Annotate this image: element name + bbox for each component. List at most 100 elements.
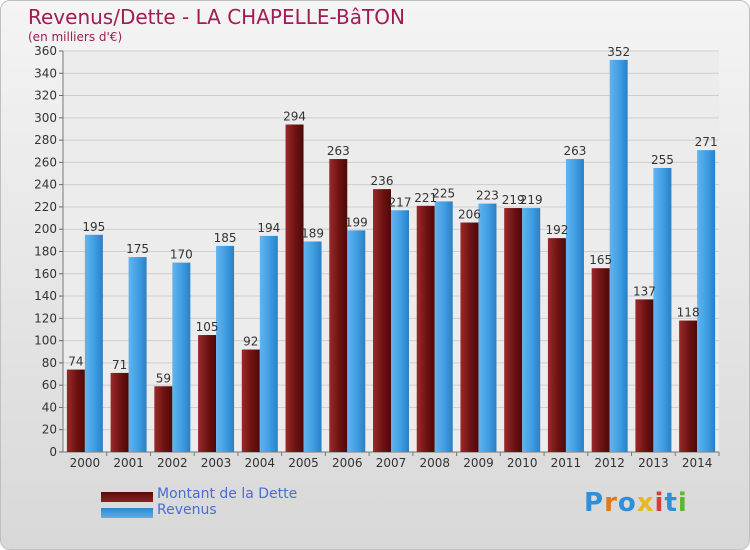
bar-revenue [216,245,235,452]
bar-debt [154,386,173,452]
data-label-revenue: 217 [389,195,412,209]
data-label-debt: 118 [677,306,700,320]
x-tick-label: 2006 [332,456,363,470]
y-tick-label: 100 [34,334,57,348]
x-tick-label: 2012 [594,456,625,470]
logo-letter: r [604,488,618,518]
bar-debt [329,159,348,452]
x-tick-label: 2000 [70,456,101,470]
data-label-revenue: 175 [126,242,149,256]
bar-revenue [259,235,278,452]
x-tick-label: 2011 [551,456,582,470]
bar-revenue [478,203,497,452]
data-label-debt: 236 [371,174,394,188]
data-label-revenue: 170 [170,248,193,262]
x-tick-label: 2004 [245,456,276,470]
data-label-debt: 165 [589,253,612,267]
data-label-revenue: 263 [563,144,586,158]
bar-debt [285,124,304,453]
y-tick-label: 240 [34,178,57,192]
legend-label-debt: Montant de la Dette [157,486,298,502]
data-label-revenue: 195 [82,220,105,234]
data-label-debt: 192 [545,223,568,237]
data-label-revenue: 225 [432,186,455,200]
x-tick-label: 2007 [376,456,407,470]
data-label-debt: 92 [243,335,258,349]
legend-label-revenue: Revenus [157,502,217,518]
data-label-debt: 137 [633,284,656,298]
y-tick-label: 120 [34,311,57,325]
data-label-revenue: 199 [345,215,368,229]
bar-revenue [565,159,584,452]
data-label-debt: 219 [502,193,525,207]
x-tick-label: 2001 [113,456,144,470]
data-label-revenue: 189 [301,226,324,240]
y-tick-label: 340 [34,66,57,80]
data-label-revenue: 223 [476,189,499,203]
data-label-revenue: 271 [695,135,718,149]
bar-revenue [303,241,322,452]
data-label-debt: 263 [327,144,350,158]
chart-title: Revenus/Dette - LA CHAPELLE-BâTON [28,5,405,29]
data-label-debt: 206 [458,208,481,222]
bar-debt [635,299,654,452]
bar-debt [198,335,217,452]
bar-debt [504,208,523,452]
data-label-debt: 71 [112,358,127,372]
y-tick-label: 20 [42,423,57,437]
bars-layer [66,59,716,453]
logo-letter: i [677,488,688,518]
y-tick-label: 80 [42,356,57,370]
x-tick-label: 2014 [682,456,713,470]
y-tick-label: 60 [42,378,57,392]
bar-revenue [522,208,541,452]
bar-revenue [172,262,191,452]
data-label-revenue: 255 [651,153,674,167]
bar-revenue [128,257,147,452]
bar-revenue [391,210,409,452]
logo-letter: t [664,488,678,518]
y-tick-label: 180 [34,245,57,259]
proxiti-logo: Proxiti [584,488,688,518]
x-tick-label: 2009 [463,456,494,470]
bar-revenue [434,201,453,452]
data-label-debt: 294 [283,110,306,124]
labels-layer: 0 20 40 60 80 100 120 140 160 180 200 220 240 260 280 3… [34,44,717,470]
bar-debt [373,189,391,452]
data-label-revenue: 194 [257,221,280,235]
bar-debt [110,372,129,452]
logo-letter: x [636,488,655,518]
x-tick-label: 2013 [638,456,669,470]
data-label-revenue: 352 [607,45,630,59]
data-label-debt: 105 [196,320,219,334]
y-tick-label: 320 [34,89,57,103]
bar-debt [416,205,435,452]
logo-letter: o [617,488,637,518]
x-tick-label: 2008 [419,456,450,470]
y-tick-label: 280 [34,133,57,147]
bar-revenue [84,234,103,452]
y-tick-label: 220 [34,200,57,214]
y-tick-label: 0 [49,445,57,459]
bar-debt [460,222,479,452]
x-tick-label: 2003 [201,456,232,470]
x-tick-label: 2010 [507,456,538,470]
data-label-revenue: 185 [214,231,237,245]
logo-letter: P [584,488,605,518]
y-tick-label: 40 [42,400,57,414]
bar-revenue [697,150,716,452]
bar-debt [679,320,698,452]
y-tick-label: 260 [34,155,57,169]
data-label-debt: 59 [156,371,171,385]
bar-debt [591,268,610,452]
bar-revenue [347,230,366,452]
bar-revenue [609,59,628,453]
x-tick-label: 2002 [157,456,188,470]
y-tick-label: 140 [34,289,57,303]
y-tick-label: 200 [34,222,57,236]
legend-swatch-debt [101,492,153,502]
bar-debt [547,238,566,452]
chart-subtitle: (en milliers d'€) [28,30,123,44]
